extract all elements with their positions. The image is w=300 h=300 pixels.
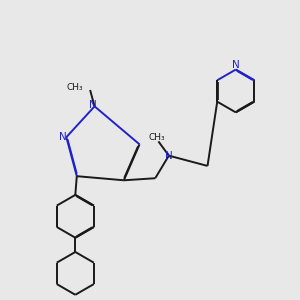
Text: CH₃: CH₃	[148, 133, 165, 142]
Text: N: N	[89, 100, 97, 110]
Text: N: N	[165, 151, 173, 160]
Text: CH₃: CH₃	[66, 82, 83, 91]
Text: N: N	[232, 60, 240, 70]
Text: N: N	[59, 132, 67, 142]
